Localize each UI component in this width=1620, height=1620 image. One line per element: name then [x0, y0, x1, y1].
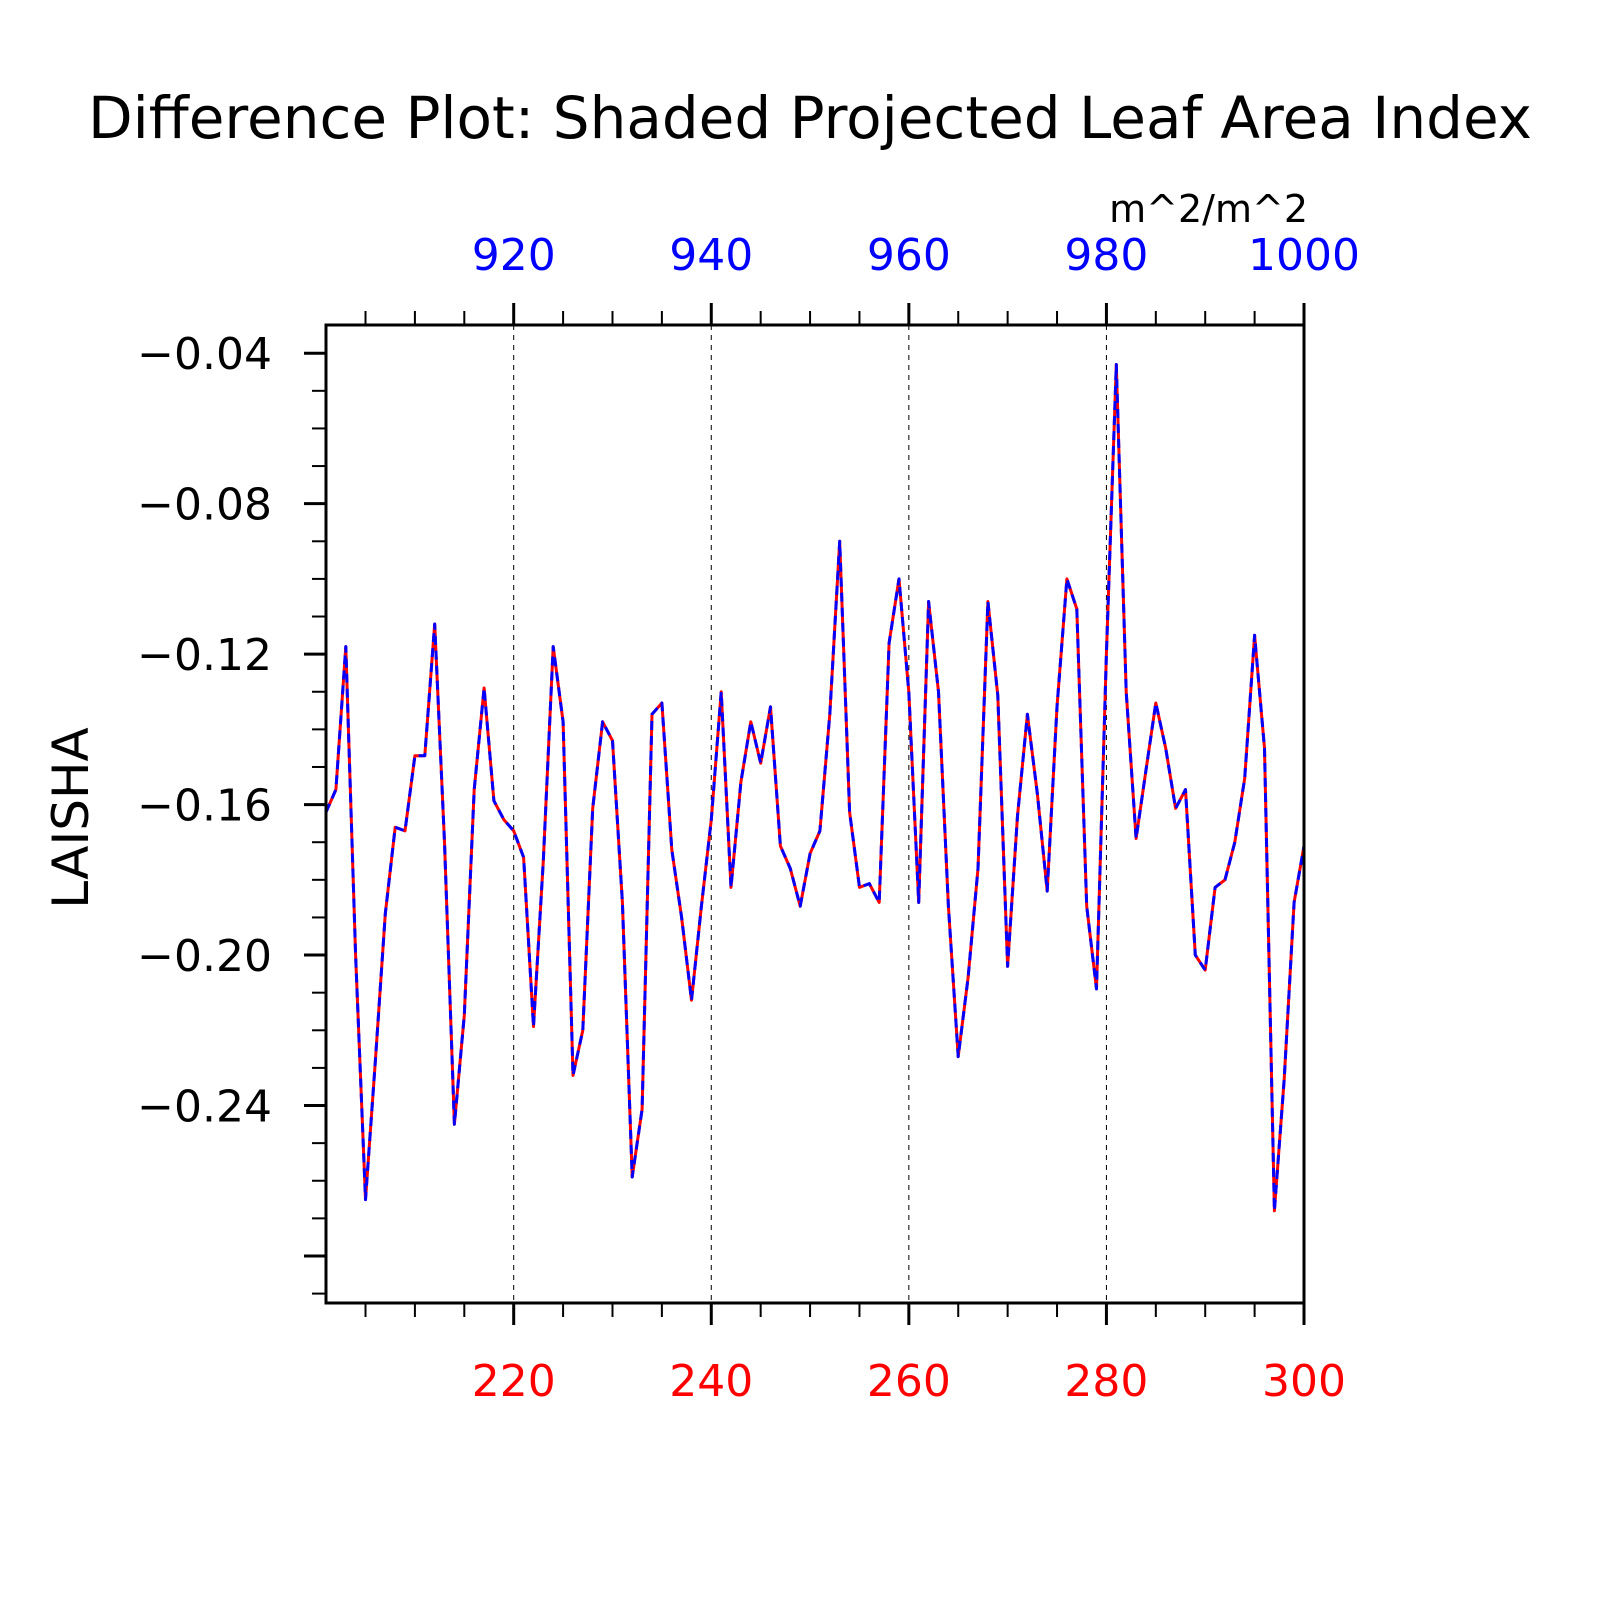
data-series [324, 363, 1306, 1213]
top-x-tick-label: 1000 [1248, 230, 1360, 281]
y-tick-labels: −0.04 −0.08 −0.12 −0.16 −0.20 −0.24 [137, 329, 272, 1132]
y-axis-label: LAISHA [42, 727, 100, 909]
chart-title: Difference Plot: Shaded Projected Leaf A… [88, 84, 1532, 152]
series-line-blue [324, 363, 1306, 1213]
series-line-red [324, 363, 1306, 1213]
top-x-tick-label: 960 [867, 230, 951, 281]
y-tick-label: −0.08 [137, 480, 272, 531]
y-tick-label: −0.04 [137, 329, 272, 380]
x-tick-label: 280 [1064, 1356, 1148, 1407]
x-tick-label: 260 [867, 1356, 951, 1407]
y-tick-label: −0.12 [137, 630, 272, 681]
top-x-tick-label: 940 [669, 230, 753, 281]
x-tick-labels: 220 240 260 280 300 [472, 1356, 1346, 1407]
x-tick-label: 240 [669, 1356, 753, 1407]
y-tick-label: −0.20 [137, 931, 272, 982]
top-x-tick-labels: 920 940 960 980 1000 [472, 230, 1360, 281]
axis-ticks [304, 303, 1306, 1325]
top-x-tick-label: 980 [1064, 230, 1148, 281]
x-tick-label: 220 [472, 1356, 556, 1407]
plot-frame [324, 323, 1306, 1305]
x-tick-label: 300 [1262, 1356, 1346, 1407]
y-tick-label: −0.24 [137, 1082, 272, 1133]
vertical-gridlines [513, 325, 1107, 1303]
units-label: m^2/m^2 [1109, 187, 1308, 231]
y-tick-label: −0.16 [137, 781, 272, 832]
top-x-tick-label: 920 [472, 230, 556, 281]
